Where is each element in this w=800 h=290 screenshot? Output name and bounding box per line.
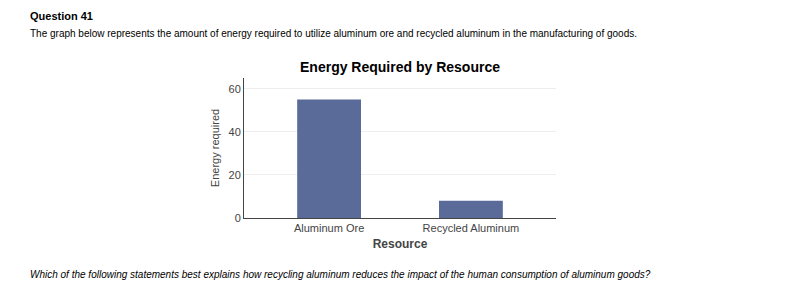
svg-text:The graph below represents the: The graph below represents the amount of… [30,28,637,39]
svg-text:20: 20 [229,169,241,181]
svg-text:Resource: Resource [373,237,428,251]
svg-text:Energy Required by Resource: Energy Required by Resource [300,59,500,75]
svg-text:Energy required: Energy required [209,109,221,187]
svg-text:Question 41: Question 41 [30,10,93,22]
svg-text:Recycled Aluminum: Recycled Aluminum [423,222,520,234]
svg-text:Aluminum Ore: Aluminum Ore [294,222,364,234]
svg-text:60: 60 [229,83,241,95]
svg-text:40: 40 [229,126,241,138]
svg-text:0: 0 [235,212,241,224]
svg-text:Which of the following stateme: Which of the following statements best e… [30,269,651,280]
